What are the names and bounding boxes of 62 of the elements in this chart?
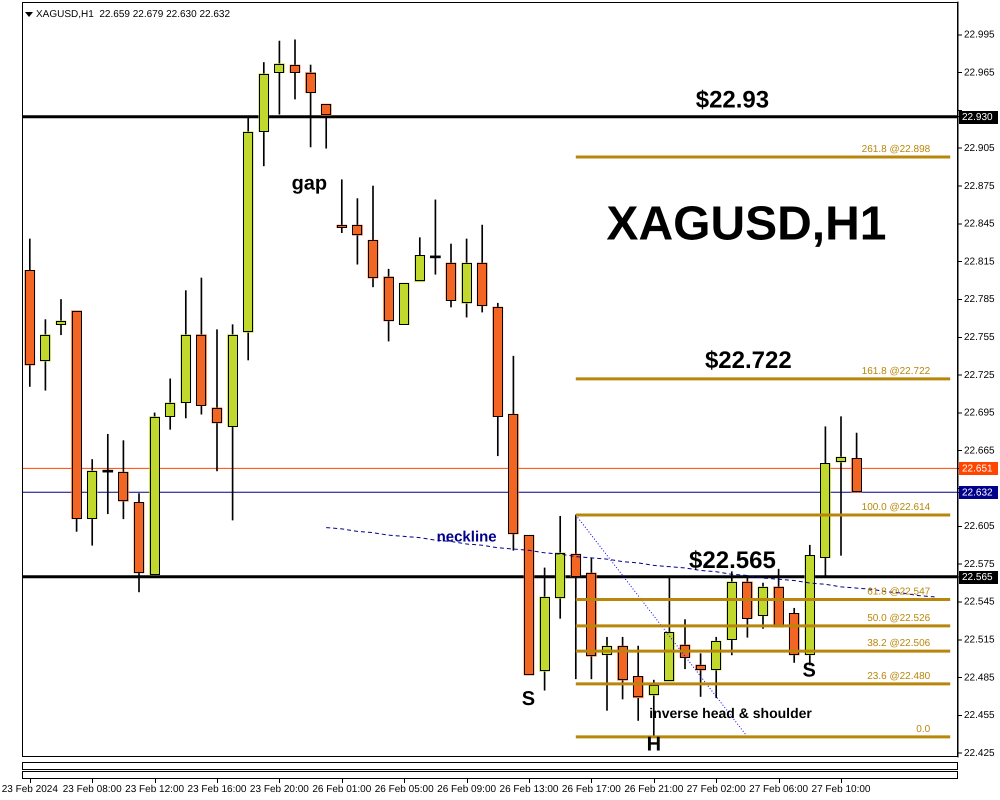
series-label: 23.6 @22.480 [867,670,931,682]
x-tick-label: 26 Feb 05:00 [374,784,434,795]
candlestick [368,186,378,288]
x-tick-label: 26 Feb 13:00 [500,784,559,795]
y-tick-label: 22.815 [964,256,996,268]
y-tick-label: 22.695 [964,408,996,419]
series-label: 261.8 @22.898 [862,144,931,156]
y-tick-label: 22.425 [964,748,996,759]
x-tick-label: 27 Feb 02:00 [686,784,746,795]
y-tick-label: 22.515 [964,634,996,646]
y-tick-label: 22.545 [964,596,996,608]
x-tick-label: 26 Feb 01:00 [312,784,372,795]
y-tick-label: 22.632 [962,488,994,499]
y-tick-label: 22.725 [964,370,996,381]
x-tick-label: 26 Feb 17:00 [562,784,622,795]
y-tick-label: 22.965 [964,67,996,78]
annotation: S [802,659,816,682]
y-tick-label: 22.565 [962,572,994,584]
y-tick-label: 22.930 [962,112,994,123]
candlestick [290,39,300,100]
x-tick-label: 23 Feb 16:00 [188,784,247,795]
series-label: 0.0 [916,724,931,735]
text: XAGUSD,H1 22.659 22.679 22.630 22.632 [36,8,230,20]
x-tick-label: 23 Feb 12:00 [125,784,185,795]
candlestick [212,329,222,472]
annotation: gap [292,172,328,194]
x-tick-label: 23 Feb 20:00 [250,784,310,795]
candlestick [836,416,846,556]
y-tick-label: 22.455 [964,710,996,722]
y-tick-label: 22.785 [964,294,996,306]
y-tick-label: 22.905 [964,142,996,154]
y-tick-label: 22.665 [964,445,996,456]
candlestick [758,582,768,629]
x-tick-label: 26 Feb 09:00 [437,784,497,795]
annotation: S [522,688,536,710]
ref-line-label: $22.565 [689,546,776,574]
y-tick-label: 22.755 [964,332,996,344]
y-tick-label: 22.575 [964,558,996,570]
annotation: $22.722 [704,346,792,374]
series-label: neckline [436,528,497,546]
x-tick-label: 27 Feb 06:00 [749,784,809,795]
x-tick-label: 27 Feb 10:00 [812,784,871,795]
series-label: 38.2 @22.506 [867,638,931,650]
candlestick [56,299,66,336]
y-tick-label: 22.651 [962,464,994,475]
y-tick-label: 22.995 [964,30,996,41]
ref-line-label: $22.93 [696,86,770,114]
series-label: 61.8 @22.547 [867,586,931,598]
line-series [326,527,936,598]
series-label: 161.8 @22.722 [862,366,931,377]
x-tick-label: 23 Feb 2024 [2,784,58,795]
series-label: 100.0 @22.614 [862,502,931,513]
y-tick-label: 22.485 [964,672,996,684]
series-label: 50.0 @22.526 [867,612,931,624]
x-tick-label: 23 Feb 08:00 [62,784,122,795]
y-tick-label: 22.845 [964,218,996,230]
y-tick-label: 22.875 [964,180,996,192]
text: XAGUSD,H1 [606,197,886,250]
x-tick-label: 26 Feb 21:00 [624,784,684,795]
annotation: H [646,733,662,756]
candlestick [446,244,456,308]
y-tick-label: 22.605 [964,521,996,532]
